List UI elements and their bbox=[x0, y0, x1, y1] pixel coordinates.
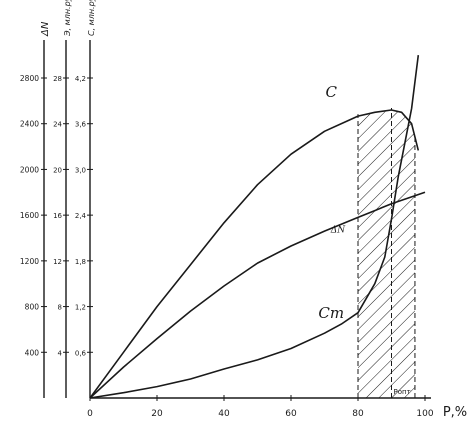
y-tick-label-0-6: 2800 bbox=[20, 74, 39, 83]
y-tick-label-1-1: 8 bbox=[58, 304, 62, 312]
y-tick-label-1-2: 12 bbox=[53, 258, 62, 266]
series-line-1 bbox=[89, 191, 426, 399]
y-tick-label-2-6: 4,2 bbox=[75, 75, 86, 83]
series-line-2 bbox=[89, 55, 420, 399]
y-axis-title-0: ΔN bbox=[40, 21, 51, 37]
y-axis-title-1: Э, млн.руб bbox=[63, 0, 72, 37]
x-axis-title: P,% bbox=[443, 405, 467, 420]
y-tick-label-0-2: 1200 bbox=[20, 257, 39, 266]
x-tick-label-3: 60 bbox=[285, 409, 297, 419]
y-tick-label-0-0: 400 bbox=[25, 348, 40, 357]
y-tick-label-1-6: 28 bbox=[53, 75, 62, 83]
y-tick-label-2-1: 1,2 bbox=[75, 304, 86, 312]
x-tick-label-0: 0 bbox=[87, 409, 93, 419]
y-tick-label-2-3: 2,4 bbox=[75, 212, 87, 220]
y-tick-label-1-5: 24 bbox=[53, 121, 62, 129]
x-tick-label-4: 80 bbox=[352, 409, 364, 419]
series-line-0 bbox=[89, 109, 420, 399]
y-tick-label-2-4: 3,0 bbox=[75, 166, 86, 174]
series-label-1: ΔN bbox=[330, 225, 346, 235]
x-tick-label-1: 20 bbox=[151, 409, 163, 419]
y-tick-label-2-2: 1,8 bbox=[75, 258, 86, 266]
series-label-0: C bbox=[325, 83, 337, 101]
y-tick-label-1-0: 4 bbox=[58, 349, 63, 357]
series-label-2: Cт bbox=[318, 304, 344, 322]
y-axis-title-2: C, млн.руб bbox=[87, 0, 96, 36]
y-tick-label-2-0: 0,6 bbox=[75, 349, 87, 357]
y-tick-label-2-5: 3,6 bbox=[75, 121, 87, 129]
y-tick-label-0-1: 800 bbox=[25, 303, 40, 312]
y-tick-label-1-4: 20 bbox=[53, 166, 62, 174]
y-tick-label-0-5: 2400 bbox=[20, 120, 39, 129]
y-tick-label-0-4: 2000 bbox=[20, 165, 39, 174]
y-tick-label-1-3: 16 bbox=[53, 212, 62, 220]
x-tick-label-2: 40 bbox=[218, 409, 230, 419]
annotation-p-opt: Pопт bbox=[394, 388, 411, 396]
y-tick-label-0-3: 1600 bbox=[20, 211, 39, 220]
x-tick-label-5: 100 bbox=[416, 409, 433, 419]
hatched-region bbox=[358, 110, 415, 398]
